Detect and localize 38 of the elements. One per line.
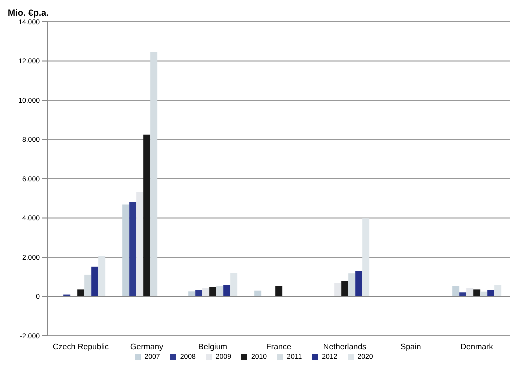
x-tick-label: Netherlands xyxy=(323,342,367,352)
bar xyxy=(78,290,85,297)
bar xyxy=(92,266,99,297)
bar xyxy=(224,285,231,297)
bar xyxy=(494,285,502,297)
bar xyxy=(254,290,262,297)
x-tick-label: Spain xyxy=(400,342,422,352)
bar xyxy=(150,52,158,297)
bar xyxy=(276,286,283,297)
y-axis-title: Mio. €p.a. xyxy=(8,8,50,18)
bar xyxy=(362,218,370,297)
bar xyxy=(210,287,217,297)
x-tick-label: Germany xyxy=(130,342,164,352)
bar xyxy=(144,134,151,297)
bar xyxy=(356,271,363,297)
bar xyxy=(474,290,481,297)
bar xyxy=(348,274,356,297)
bar xyxy=(196,290,203,297)
bar xyxy=(488,290,495,297)
x-tick-label: Denmark xyxy=(460,342,494,352)
bar xyxy=(122,204,130,297)
bar xyxy=(188,292,196,297)
x-tick-label: Czech Republic xyxy=(52,342,110,352)
bar xyxy=(460,292,467,297)
x-tick-label: France xyxy=(266,342,292,352)
bar xyxy=(452,286,460,297)
x-tick-label: Belgium xyxy=(198,342,228,352)
bar xyxy=(136,192,144,297)
bar xyxy=(130,202,137,297)
bar xyxy=(216,286,224,297)
bar xyxy=(334,283,342,297)
bar xyxy=(342,281,349,297)
bar xyxy=(98,256,106,297)
bar xyxy=(230,273,238,297)
bar xyxy=(480,292,488,297)
bar xyxy=(202,288,210,297)
bar xyxy=(466,288,474,297)
bar xyxy=(84,274,92,297)
